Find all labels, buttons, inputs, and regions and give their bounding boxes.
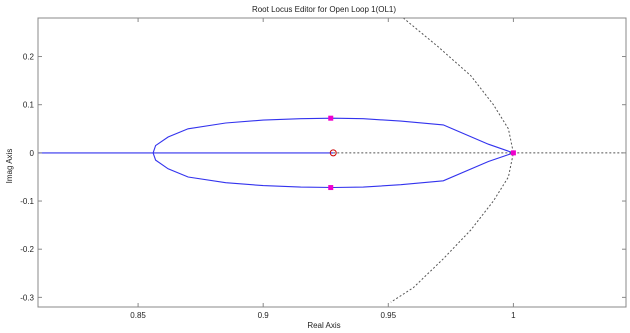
- x-axis-ticks: 0.85 0.9 0.95 1: [130, 18, 516, 320]
- chart-title: Root Locus Editor for Open Loop 1(OL1): [252, 5, 396, 14]
- y-tick-label: 0: [30, 149, 35, 158]
- x-tick-label: 0.95: [381, 311, 397, 320]
- y-axis-label: Imag Axis: [5, 149, 14, 184]
- x-tick-label: 0.85: [130, 311, 146, 320]
- plot-area[interactable]: [38, 18, 626, 303]
- zero-marker[interactable]: [329, 149, 337, 157]
- y-tick-label: -0.3: [20, 293, 34, 302]
- x-axis-label: Real Axis: [307, 321, 340, 330]
- x-tick-label: 0.9: [258, 311, 270, 320]
- y-tick-label: 0.1: [23, 101, 35, 110]
- locus-lower-branch: [152, 152, 514, 189]
- y-tick-label: -0.1: [20, 197, 34, 206]
- y-tick-label: 0.2: [23, 53, 35, 62]
- y-tick-label: -0.2: [20, 245, 34, 254]
- locus-upper-branch: [152, 117, 514, 154]
- axes-frame: [37, 17, 627, 308]
- y-axis-ticks: 0.2 0.1 0 -0.1 -0.2 -0.3: [20, 53, 626, 302]
- pole-marker[interactable]: [328, 115, 334, 121]
- pole-marker[interactable]: [328, 185, 334, 191]
- pole-marker[interactable]: [510, 150, 516, 156]
- x-tick-label: 1: [511, 311, 516, 320]
- unit-circle: [390, 18, 514, 303]
